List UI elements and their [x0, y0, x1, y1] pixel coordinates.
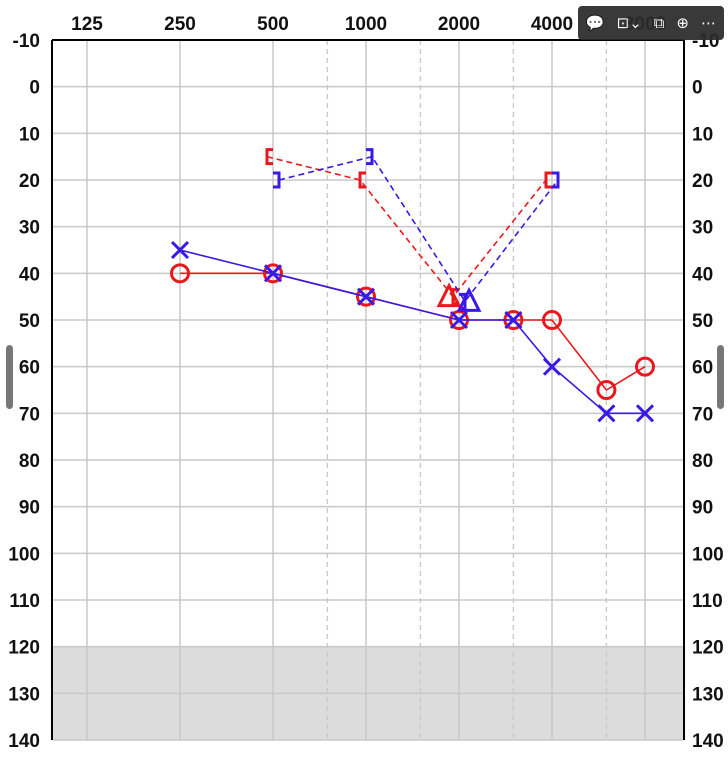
y-tick-label-left: 130	[8, 684, 40, 705]
y-tick-label-left: 70	[19, 404, 40, 425]
triangle-marker	[456, 286, 482, 312]
bracket-marker	[366, 148, 374, 166]
y-tick-label-left: 60	[19, 358, 40, 379]
y-tick-label-right: 130	[692, 684, 724, 705]
y-tick-label-right: 70	[692, 404, 713, 425]
bracket-marker	[265, 148, 273, 166]
y-tick-label-left: 0	[29, 78, 40, 99]
y-tick-label-left: -10	[13, 31, 40, 52]
bracket-marker	[273, 171, 281, 189]
y-tick-labels-left: -10 0 10 20 30 40 50 60 70 80 90 100 110 120 130 140	[8, 31, 40, 752]
y-tick-label-left: 10	[19, 124, 40, 145]
y-tick-label-left: 40	[19, 264, 40, 285]
bracket-marker	[544, 171, 552, 189]
series-line	[278, 155, 559, 303]
y-tick-label-right: 30	[692, 218, 713, 239]
y-tick-label-right: 80	[692, 451, 713, 472]
y-tick-label-left: 120	[8, 638, 40, 659]
x-tick-label: 4000	[531, 14, 573, 35]
y-tick-label-right: 90	[692, 498, 713, 519]
series-2	[265, 148, 552, 306]
series-0	[170, 263, 655, 400]
x-tick-label: 500	[257, 14, 289, 35]
y-tick-label-left: 80	[19, 451, 40, 472]
y-tick-label-right: 40	[692, 264, 713, 285]
x-marker	[542, 357, 562, 376]
bracket-marker	[552, 171, 560, 189]
x-tick-labels: 1252505001000200040008000	[71, 14, 666, 35]
right-resize-handle[interactable]	[717, 345, 724, 409]
series-3	[273, 148, 560, 310]
y-tick-label-left: 140	[8, 731, 40, 752]
y-tick-label-left: 100	[8, 544, 40, 565]
floating-toolbar: 💬 ⊡⌄ ⧉ ⊕ ⋯	[577, 6, 724, 40]
x-tick-label: 2000	[438, 14, 480, 35]
y-tick-label-left: 90	[19, 498, 40, 519]
circle-marker	[596, 380, 617, 400]
circle-marker	[263, 263, 283, 284]
y-tick-label-right: 60	[692, 358, 713, 379]
series-line	[266, 155, 547, 298]
x-marker	[356, 287, 376, 306]
x-tick-label: 1000	[345, 14, 387, 35]
series-5	[456, 286, 482, 312]
x-marker	[170, 240, 190, 260]
y-tick-label-right: 50	[692, 311, 713, 332]
fit-icon[interactable]: ⊡⌄	[616, 14, 642, 32]
x-tick-label: 250	[164, 14, 196, 35]
series-1	[170, 240, 655, 423]
x-marker	[504, 310, 523, 330]
series-group	[170, 148, 655, 423]
y-tick-label-right: 10	[692, 124, 713, 145]
y-tick-label-right: 20	[692, 171, 713, 192]
x-marker	[263, 264, 283, 283]
x-marker	[635, 404, 655, 423]
series-line	[180, 272, 646, 392]
grid	[52, 39, 684, 741]
triangle-marker	[436, 282, 462, 308]
x-marker	[597, 404, 616, 423]
y-tick-label-right: 140	[692, 731, 724, 752]
y-tick-label-left: 50	[19, 311, 40, 332]
x-tick-label: 125	[71, 14, 103, 35]
circle-marker	[542, 310, 562, 330]
y-tick-label-right: 0	[692, 78, 703, 99]
compare-icon[interactable]: ⧉	[653, 14, 665, 32]
comment-icon[interactable]: 💬	[585, 14, 605, 32]
y-tick-label-left: 110	[9, 591, 40, 612]
y-tick-label-left: 20	[19, 171, 40, 192]
series-4	[436, 282, 462, 308]
series-line	[179, 249, 645, 415]
bracket-marker	[358, 171, 366, 189]
circle-marker	[635, 356, 655, 377]
x-marker	[449, 310, 469, 330]
circle-marker	[356, 286, 376, 307]
circle-marker	[170, 263, 190, 284]
y-tick-label-right: 120	[692, 638, 724, 659]
y-tick-label-right: 110	[692, 591, 723, 612]
y-tick-label-left: 30	[19, 218, 40, 239]
download-icon[interactable]: ⊕	[676, 14, 689, 32]
more-icon[interactable]: ⋯	[701, 14, 716, 32]
y-tick-label-right: 100	[692, 544, 724, 565]
left-resize-handle[interactable]	[6, 345, 13, 409]
